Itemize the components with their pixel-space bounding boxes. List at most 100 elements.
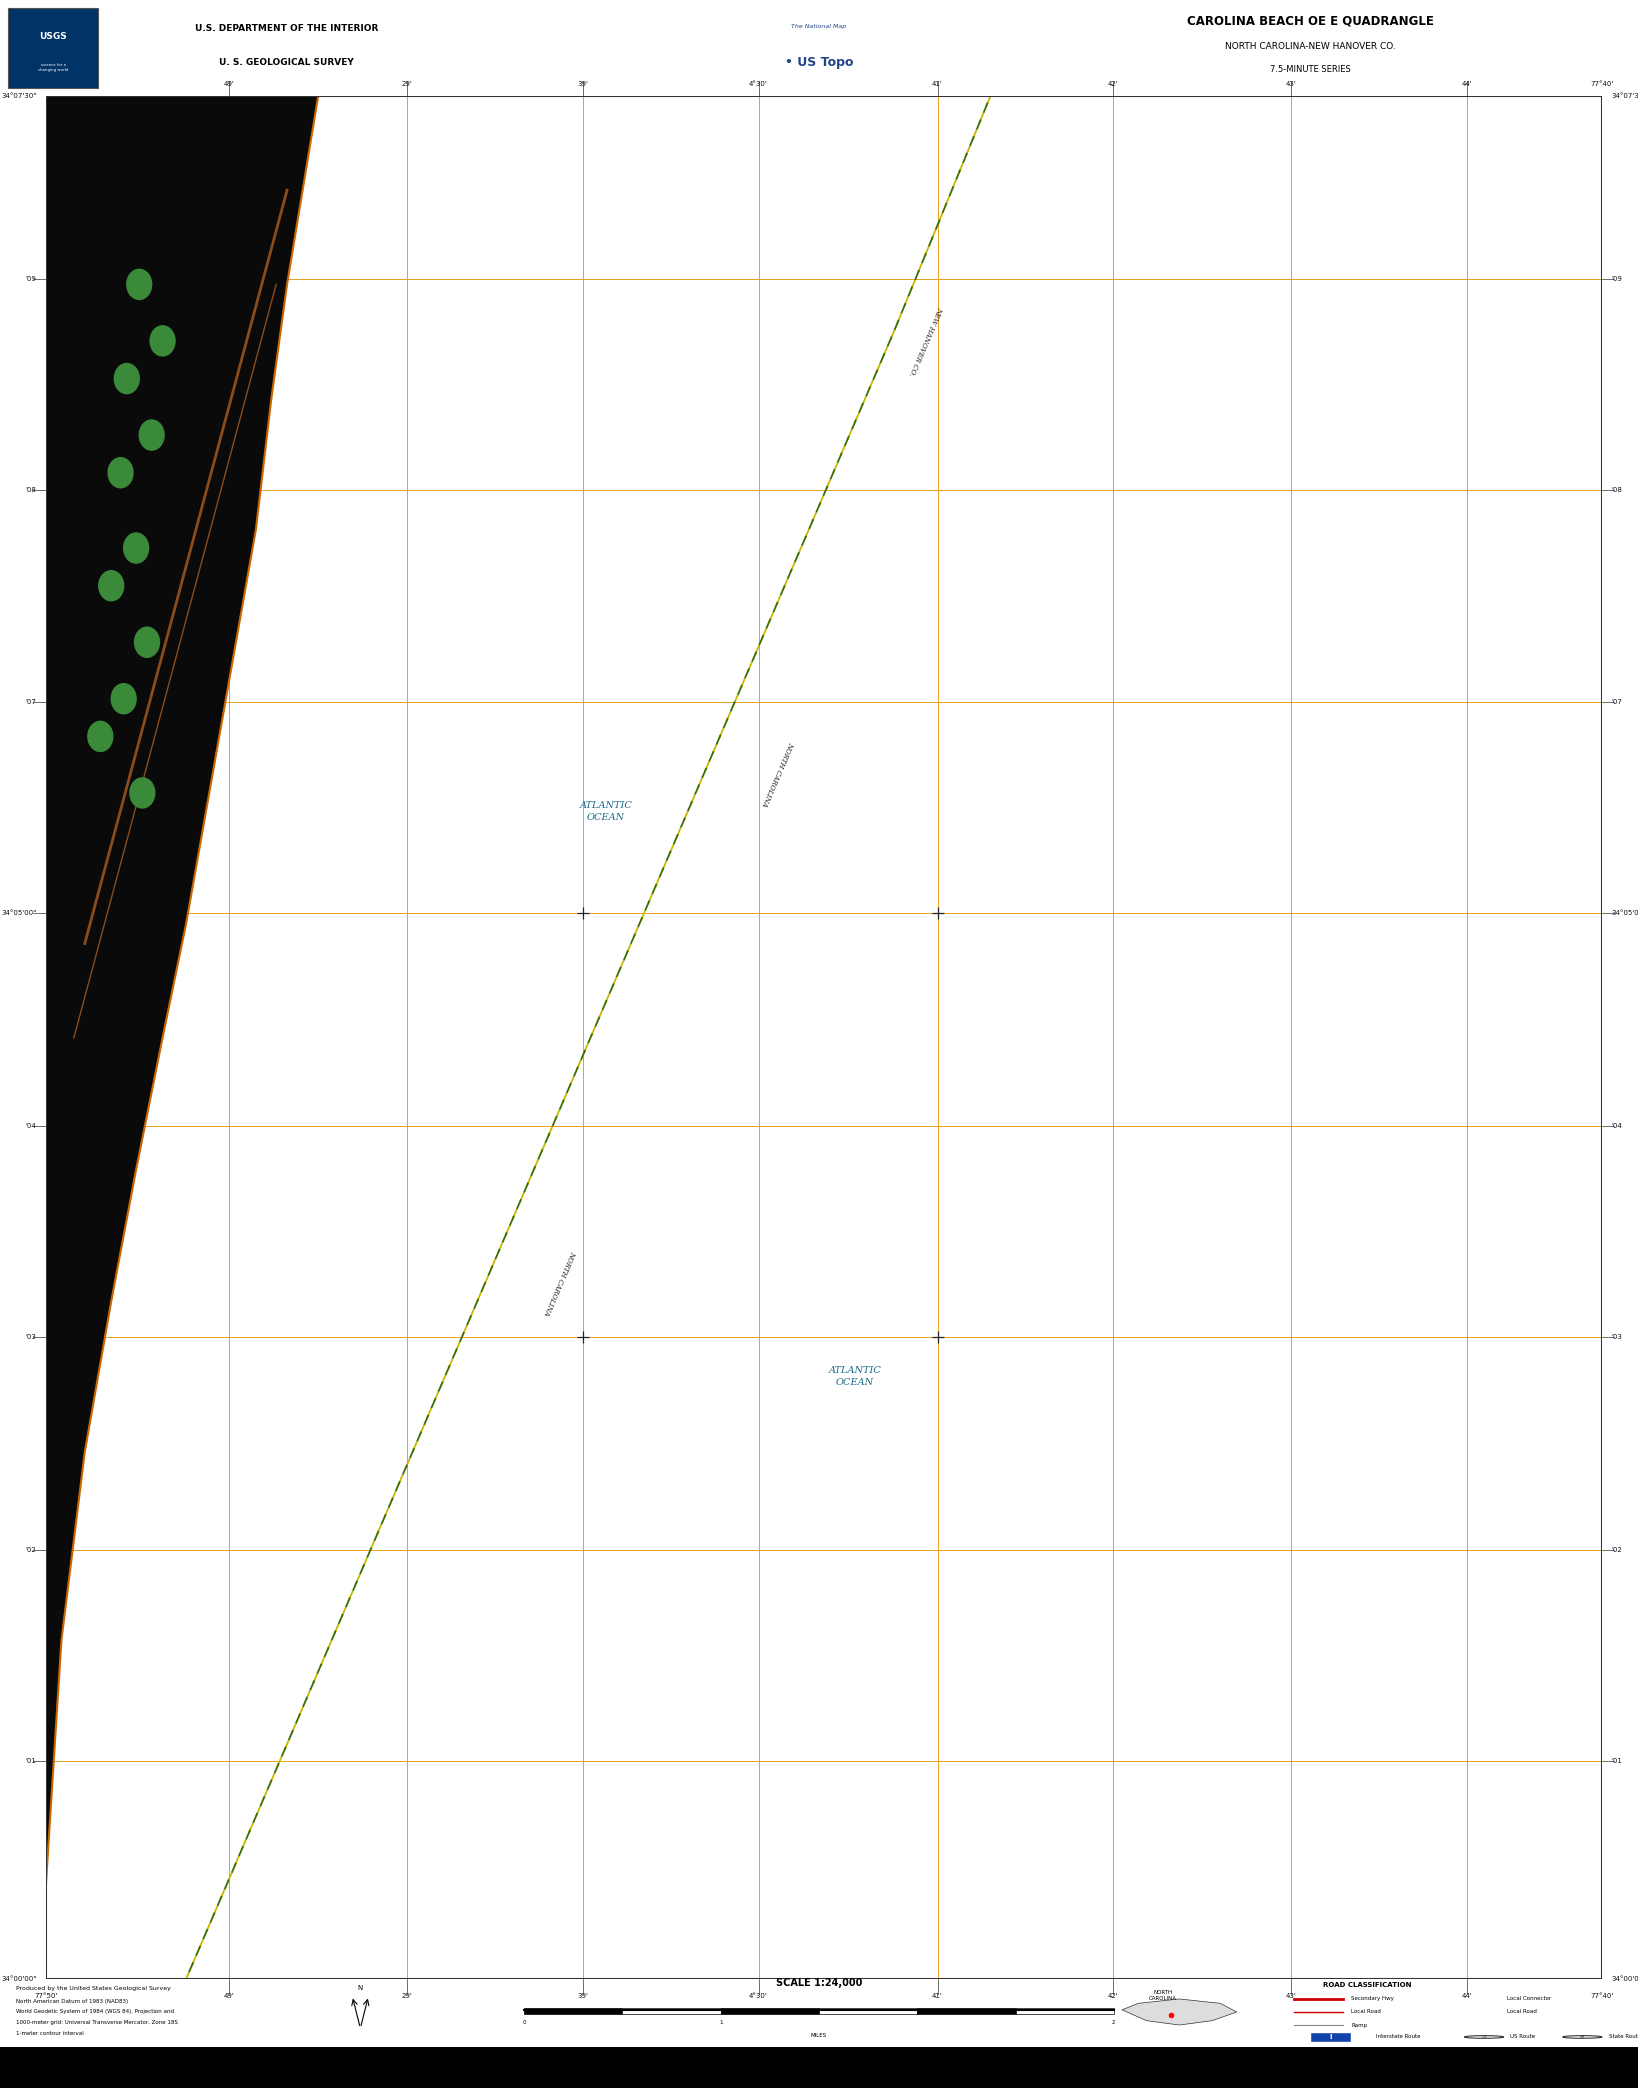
Text: 43': 43' [1286, 1992, 1296, 1998]
Text: '04: '04 [1612, 1123, 1622, 1130]
Circle shape [126, 269, 152, 299]
Text: The National Map: The National Map [791, 25, 847, 29]
Text: science for a
changing world: science for a changing world [38, 63, 69, 71]
Text: 34°07'30": 34°07'30" [2, 94, 36, 98]
Text: 7.5-MINUTE SERIES: 7.5-MINUTE SERIES [1269, 65, 1351, 73]
Text: 39': 39' [577, 1992, 588, 1998]
Circle shape [151, 326, 175, 355]
Text: 41': 41' [932, 1992, 943, 1998]
Circle shape [108, 457, 133, 489]
Bar [721, 2009, 819, 2015]
Text: '07: '07 [26, 699, 36, 706]
Bar [917, 2009, 1016, 2015]
Text: 39': 39' [577, 81, 588, 86]
Text: 77°40': 77°40' [1590, 1992, 1613, 1998]
Text: '02: '02 [26, 1547, 36, 1553]
Text: Local Connector: Local Connector [1507, 1996, 1551, 2002]
Text: 49': 49' [224, 81, 234, 86]
Text: 34°05'00": 34°05'00" [2, 910, 36, 917]
Text: 29': 29' [401, 81, 413, 86]
Text: • US Topo: • US Topo [785, 56, 853, 69]
Text: 41': 41' [932, 81, 943, 86]
Text: World Geodetic System of 1984 (WGS 84). Projection and: World Geodetic System of 1984 (WGS 84). … [16, 2009, 174, 2015]
Text: Interstate Route: Interstate Route [1376, 2034, 1420, 2040]
Text: Local Road: Local Road [1507, 2009, 1536, 2015]
Text: 0: 0 [523, 2021, 526, 2025]
Text: Secondary Hwy: Secondary Hwy [1351, 1996, 1394, 2002]
Polygon shape [46, 96, 318, 1885]
Text: '04: '04 [26, 1123, 36, 1130]
Circle shape [1563, 2036, 1602, 2038]
Bar [1016, 2009, 1114, 2015]
Text: '09: '09 [26, 276, 36, 282]
Text: 44': 44' [1461, 81, 1473, 86]
Text: '08: '08 [1612, 487, 1622, 493]
Bar [622, 2009, 721, 2015]
Text: NEW HANOVER CO.: NEW HANOVER CO. [907, 305, 943, 376]
Text: 34°07'30": 34°07'30" [1612, 94, 1638, 98]
Text: US Route: US Route [1510, 2034, 1535, 2040]
Bar [8, 8, 98, 88]
Text: '03: '03 [1612, 1334, 1622, 1340]
Circle shape [134, 626, 159, 658]
Text: 34°05'00": 34°05'00" [1612, 910, 1638, 917]
Text: MILES: MILES [811, 2034, 827, 2038]
Circle shape [129, 779, 154, 808]
Text: U.S. DEPARTMENT OF THE INTERIOR: U.S. DEPARTMENT OF THE INTERIOR [195, 25, 378, 33]
Text: '07: '07 [1612, 699, 1622, 706]
Text: 4°30': 4°30' [749, 1992, 768, 1998]
Text: 29': 29' [401, 1992, 413, 1998]
Text: Local Road: Local Road [1351, 2009, 1381, 2015]
Bar [0, 2046, 1638, 2088]
Text: 1000-meter grid: Universal Transverse Mercator, Zone 18S: 1000-meter grid: Universal Transverse Me… [16, 2021, 179, 2025]
Text: NORTH CAROLINA: NORTH CAROLINA [542, 1249, 577, 1315]
Text: '03: '03 [26, 1334, 36, 1340]
Text: NORTH
CAROLINA: NORTH CAROLINA [1148, 1990, 1178, 2000]
Text: CAROLINA BEACH OE E QUADRANGLE: CAROLINA BEACH OE E QUADRANGLE [1188, 15, 1433, 27]
Text: USGS: USGS [39, 31, 67, 42]
Text: SR: SR [1579, 2036, 1586, 2040]
Text: ROAD CLASSIFICATION: ROAD CLASSIFICATION [1324, 1982, 1412, 1988]
Text: State Route: State Route [1609, 2034, 1638, 2040]
Text: NORTH CAROLINA: NORTH CAROLINA [760, 741, 794, 808]
Text: North American Datum of 1983 (NAD83): North American Datum of 1983 (NAD83) [16, 1998, 128, 2004]
Text: '01: '01 [1612, 1758, 1622, 1764]
Text: '08: '08 [26, 487, 36, 493]
Text: ATLANTIC
OCEAN: ATLANTIC OCEAN [829, 1366, 881, 1389]
Text: Produced by the United States Geological Survey: Produced by the United States Geological… [16, 1986, 172, 1990]
Text: 2: 2 [1112, 2021, 1115, 2025]
Polygon shape [1122, 1998, 1237, 2025]
Text: 44': 44' [1461, 1992, 1473, 1998]
Bar [1310, 2032, 1351, 2042]
Text: 49': 49' [224, 1992, 234, 1998]
Circle shape [98, 570, 124, 601]
Text: SCALE 1:24,000: SCALE 1:24,000 [776, 1977, 862, 1988]
Text: '02: '02 [1612, 1547, 1622, 1553]
Circle shape [111, 683, 136, 714]
Circle shape [1464, 2036, 1504, 2038]
Text: 4°30': 4°30' [749, 81, 768, 86]
Circle shape [139, 420, 164, 451]
Text: 42': 42' [1107, 81, 1119, 86]
Text: 1-meter contour interval: 1-meter contour interval [16, 2032, 84, 2036]
Bar [524, 2009, 622, 2015]
Text: 77°40': 77°40' [1590, 81, 1613, 86]
Text: 42': 42' [1107, 1992, 1119, 1998]
Text: 43': 43' [1286, 81, 1296, 86]
Bar [819, 2009, 917, 2015]
Text: 34°00'00": 34°00'00" [1612, 1977, 1638, 1982]
Text: NORTH CAROLINA-NEW HANOVER CO.: NORTH CAROLINA-NEW HANOVER CO. [1225, 42, 1396, 50]
Text: '01: '01 [26, 1758, 36, 1764]
Text: U. S. GEOLOGICAL SURVEY: U. S. GEOLOGICAL SURVEY [219, 58, 354, 67]
Circle shape [88, 720, 113, 752]
Circle shape [115, 363, 139, 395]
Text: 77°50': 77°50' [34, 81, 57, 86]
Text: N: N [357, 1986, 364, 1992]
Circle shape [123, 532, 149, 564]
Text: 1: 1 [719, 2021, 722, 2025]
Text: '09: '09 [1612, 276, 1622, 282]
Text: US: US [1481, 2036, 1487, 2040]
Text: Ramp: Ramp [1351, 2023, 1368, 2027]
Text: 34°00'00": 34°00'00" [2, 1977, 36, 1982]
Text: 77°50': 77°50' [34, 1992, 57, 1998]
